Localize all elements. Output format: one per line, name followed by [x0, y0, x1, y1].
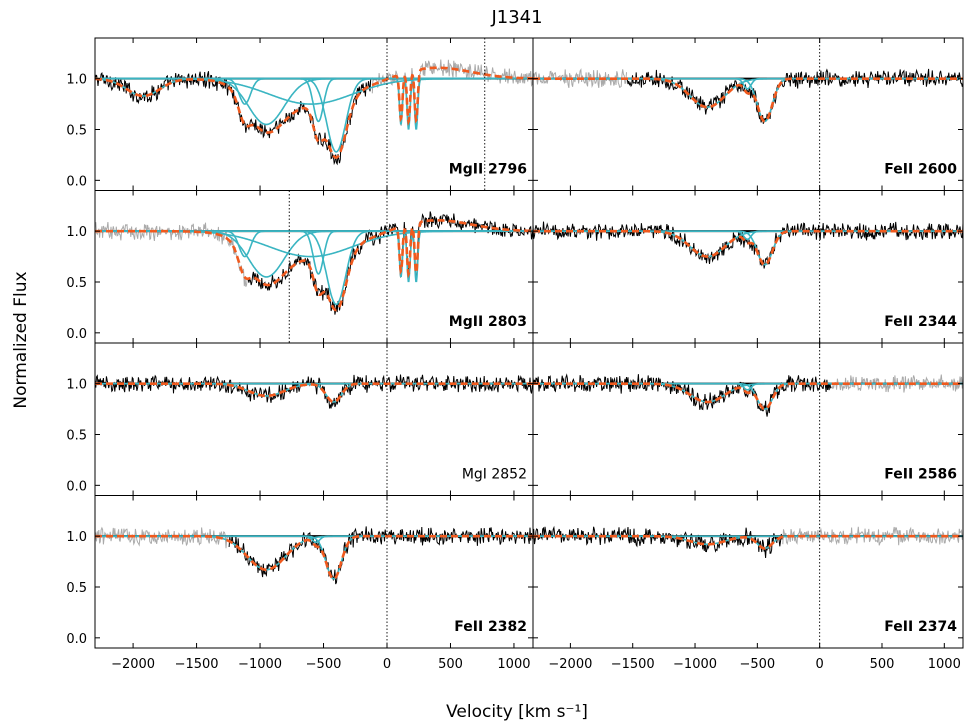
y-tick-label: 0.5: [66, 581, 87, 596]
y-tick-label: 0.0: [66, 174, 87, 189]
panel-feii-2374: −2000 −1500 −1000 −500 0 500 1000 FeII 2374: [532, 495, 964, 672]
component-1-line: [95, 382, 533, 403]
x-tick-label: −500: [739, 657, 775, 672]
y-tick-label: 1.0: [66, 378, 87, 393]
panel-feii-2382: −2000 −1500 −1000 −500 0 500 1000 0.0 0.5 1.0 FeII…: [66, 495, 534, 672]
panel-label: MgI 2852: [462, 467, 527, 483]
panel-label: FeII 2344: [884, 314, 957, 330]
model-fit-line: [95, 219, 533, 312]
spectrum-line: [247, 211, 533, 315]
component-3-line: [95, 230, 533, 275]
y-tick-label: 0.0: [66, 327, 87, 342]
y-tick-label: 0.0: [66, 632, 87, 647]
model-fit-line: [533, 77, 963, 123]
model-fit-line: [95, 66, 533, 159]
plot-area: [533, 221, 963, 269]
y-tick-label: 0.5: [66, 124, 87, 139]
x-tick-label: 500: [870, 657, 895, 672]
spectrum-line: [533, 525, 783, 559]
component-8-line: [95, 77, 533, 130]
panel-label: FeII 2600: [884, 162, 957, 178]
y-tick-label: 1.0: [66, 530, 87, 545]
masked-spectrum-line: [831, 374, 963, 393]
y-tick-label: 1.0: [66, 225, 87, 240]
spectrum-line: [95, 71, 372, 166]
masked-spectrum-line: [95, 222, 248, 287]
plot-area: [533, 373, 963, 417]
masked-spectrum-line: [533, 68, 627, 89]
plot-area: [533, 68, 963, 124]
plot-area: [95, 59, 533, 166]
panel-mgii-2803: 0.0 0.5 1.0 MgII 2803: [66, 190, 534, 344]
model-fit-line: [95, 534, 533, 581]
x-tick-label: −500: [306, 657, 342, 672]
panel-label: MgII 2796: [449, 162, 527, 178]
panel-grid: 0.0 0.5 1.0 MgII 2796 FeII 2600 0.0 0.5 1.0 MgII…: [66, 37, 964, 672]
x-tick-label: −1000: [673, 657, 717, 672]
panel-feii-2344: FeII 2344: [532, 190, 964, 344]
x-tick-label: −1500: [611, 657, 655, 672]
x-axis-label: Velocity [km s⁻¹]: [446, 702, 588, 722]
masked-spectrum-line: [95, 526, 229, 549]
component-5-line: [95, 230, 533, 278]
x-tick-label: −2000: [548, 657, 592, 672]
panel-label: MgII 2803: [449, 314, 527, 330]
x-tick-label: 1000: [497, 657, 530, 672]
x-tick-label: 0: [383, 657, 391, 672]
y-tick-label: 0.5: [66, 276, 87, 291]
spectrum-line: [95, 374, 533, 409]
plot-area: [95, 526, 533, 585]
plot-area: [533, 525, 963, 559]
panel-frame: [532, 495, 964, 649]
y-axis-label: Normalized Flux: [11, 271, 31, 408]
x-tick-label: 0: [816, 657, 824, 672]
x-tick-label: 500: [438, 657, 463, 672]
panel-label: FeII 2382: [454, 619, 527, 635]
x-tick-label: 1000: [928, 657, 961, 672]
panel-mgi-2852: 0.0 0.5 1.0 MgI 2852: [66, 342, 534, 496]
spectrum-line: [533, 373, 832, 417]
x-tick-label: −2000: [111, 657, 155, 672]
y-tick-label: 0.0: [66, 479, 87, 494]
model-fit-line: [533, 534, 963, 550]
y-tick-label: 1.0: [66, 73, 87, 88]
x-tick-label: −1000: [238, 657, 282, 672]
panel-label: FeII 2586: [884, 467, 957, 483]
figure-title: J1341: [490, 7, 542, 28]
panel-feii-2600: FeII 2600: [532, 37, 964, 191]
plot-area: [95, 211, 533, 315]
component-4-line: [95, 230, 533, 306]
panel-mgii-2796: 0.0 0.5 1.0 MgII 2796: [66, 37, 534, 191]
component-2-line: [533, 77, 963, 123]
plot-area: [95, 374, 533, 409]
y-tick-label: 0.5: [66, 429, 87, 444]
model-fit-line: [533, 229, 963, 267]
model-fit-line: [533, 382, 963, 411]
panel-label: FeII 2374: [884, 619, 957, 635]
model-fit-line: [95, 382, 533, 404]
panel-feii-2586: FeII 2586: [532, 342, 964, 496]
spectrum-line: [626, 68, 963, 124]
component-1-line: [95, 230, 533, 278]
x-tick-label: −1500: [175, 657, 219, 672]
spectrum-line: [533, 221, 963, 269]
